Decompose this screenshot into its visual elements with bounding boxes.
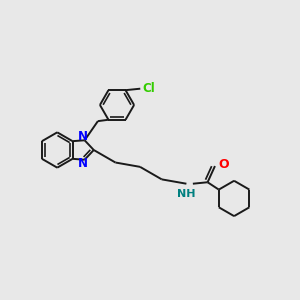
Text: O: O bbox=[218, 158, 229, 171]
Text: N: N bbox=[78, 157, 88, 170]
Text: Cl: Cl bbox=[142, 82, 155, 95]
Text: NH: NH bbox=[177, 189, 196, 199]
Text: N: N bbox=[78, 130, 88, 143]
